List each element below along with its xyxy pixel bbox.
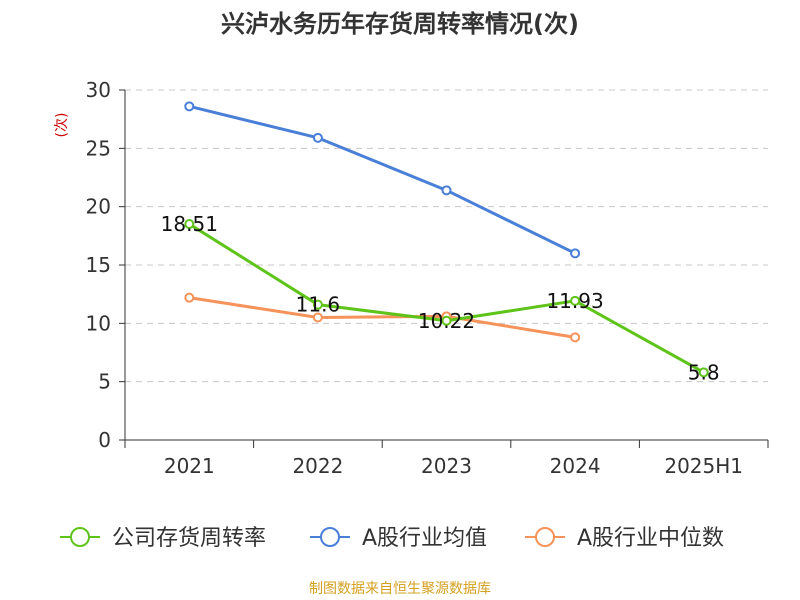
y-tick-label-5: 5 [98,370,111,394]
y-axis-label: (次) [54,113,70,138]
y-tick-label-15: 15 [86,253,111,277]
data-point-0-1 [312,299,323,310]
legend-marker-1 [320,527,340,547]
y-tick-label-25: 25 [86,136,111,160]
legend-marker-2 [535,527,555,547]
y-tick-label-0: 0 [98,428,111,452]
legend-marker-0 [70,527,90,547]
y-tick-label-20: 20 [86,195,111,219]
series-line-0 [188,222,705,374]
legend-item-2[interactable]: A股行业中位数 [525,526,724,551]
grid-lines [125,89,768,383]
x-tick-label-2025H1: 2025H1 [664,454,743,478]
data-point-0-3 [570,295,581,306]
data-label-0: 18.51 [161,212,218,236]
y-tick-label-10: 10 [86,311,111,335]
x-tick-label-2024: 2024 [550,454,601,478]
data-point-1-2 [441,185,452,196]
data-label-4: 5.8 [688,360,720,384]
legend-item-0[interactable]: 公司存货周转率 [60,526,266,551]
data-point-0-0 [184,219,195,230]
legend-item-1[interactable]: A股行业均值 [310,526,487,551]
chart-title: 兴泸水务历年存货周转率情况(次) [221,10,579,38]
data-point-1-1 [312,132,323,143]
legend-label-1: A股行业均值 [362,526,487,551]
data-labels: 18.51 11.6 10.22 11.93 5.8 [161,212,720,384]
legend[interactable]: 公司存货周转率 A股行业均值 A股行业中位数 [60,526,724,551]
series-line-1 [188,104,576,255]
series-2 [184,292,581,343]
data-point-1-0 [184,101,195,112]
data-point-2-1 [312,312,323,323]
data-point-1-3 [570,248,581,259]
data-point-0-2 [441,315,452,326]
legend-label-2: A股行业中位数 [577,526,724,551]
series-0 [184,219,709,378]
series-lines [184,101,709,378]
x-tick-label-2022: 2022 [292,454,343,478]
series-line-2 [189,296,576,339]
data-label-1: 11.6 [296,293,341,317]
data-point-0-4 [698,367,709,378]
source-note: 制图数据来自恒生聚源数据库 [309,581,491,597]
axes: 0 5 10 15 20 25 30 2021 2022 2023 2024 2025H1 (次) [54,78,769,478]
x-tick-label-2021: 2021 [164,454,215,478]
legend-label-0: 公司存货周转率 [112,526,266,551]
y-tick-label-30: 30 [86,78,111,102]
data-label-2: 10.22 [418,309,475,333]
data-point-2-0 [184,292,195,303]
x-tick-label-2023: 2023 [421,454,472,478]
data-label-3: 11.93 [546,289,603,313]
series-1 [184,101,581,259]
data-point-2-3 [570,332,581,343]
